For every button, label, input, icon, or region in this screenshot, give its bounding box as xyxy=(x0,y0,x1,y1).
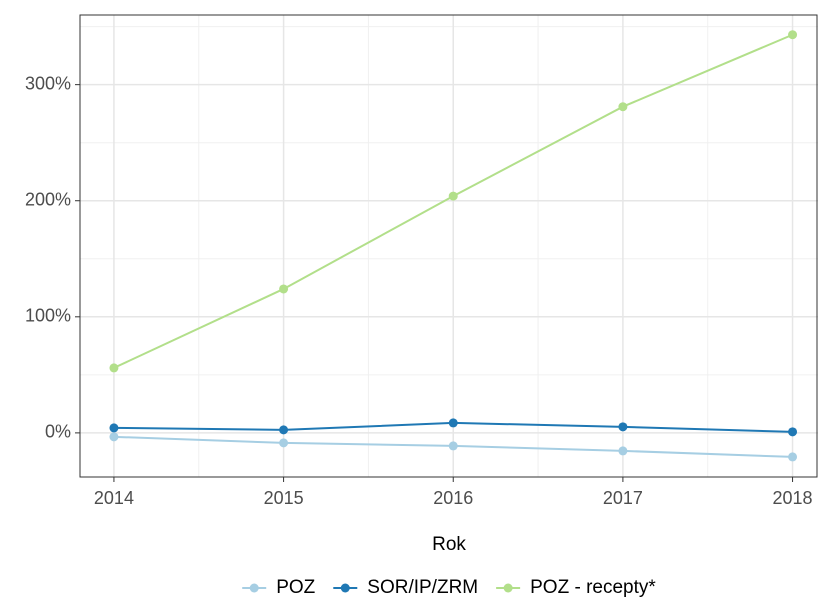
legend-swatch-point xyxy=(249,583,259,593)
y-tick-label: 300% xyxy=(25,73,71,93)
data-point xyxy=(279,284,289,294)
legend-label: POZ xyxy=(276,577,315,598)
x-tick-label: 2014 xyxy=(94,488,134,508)
data-point xyxy=(109,363,119,373)
y-tick-label: 200% xyxy=(25,189,71,209)
data-point xyxy=(279,438,289,448)
data-point xyxy=(279,425,289,435)
x-axis-label: Rok xyxy=(432,534,466,555)
data-point xyxy=(448,191,458,201)
legend-label: POZ - recepty* xyxy=(530,577,656,598)
data-point xyxy=(788,427,798,437)
legend-label: SOR/IP/ZRM xyxy=(367,577,478,598)
data-point xyxy=(448,418,458,428)
x-tick-label: 2017 xyxy=(603,488,643,508)
x-tick-label: 2015 xyxy=(264,488,304,508)
data-point xyxy=(788,452,798,462)
y-tick-label: 0% xyxy=(45,422,71,442)
data-point xyxy=(618,446,628,456)
data-point xyxy=(618,422,628,432)
legend-swatch-point xyxy=(503,583,513,593)
plot-border xyxy=(79,14,818,478)
legend: POZ SOR/IP/ZRM POZ - recepty* xyxy=(242,577,656,598)
legend-swatch-point xyxy=(340,583,350,593)
x-tick-label: 2016 xyxy=(433,488,473,508)
y-tick-label: 100% xyxy=(25,306,71,326)
data-point xyxy=(618,102,628,112)
x-tick-label: 2018 xyxy=(773,488,813,508)
data-point xyxy=(448,441,458,451)
data-point xyxy=(109,423,119,433)
data-point xyxy=(109,432,119,442)
data-point xyxy=(788,30,798,40)
plot-background xyxy=(80,15,818,477)
